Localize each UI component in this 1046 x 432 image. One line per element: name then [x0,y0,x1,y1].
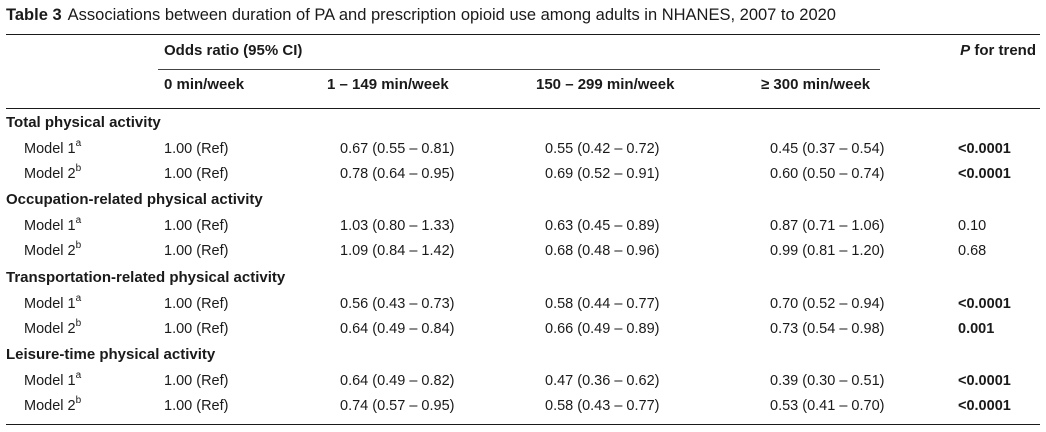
odds-ratio-cell-2: 0.68 (0.48 – 0.96) [545,243,660,259]
table-label: Table 3 [6,6,62,24]
model-label: Model 2b [24,395,82,415]
section-title: Transportation-related physical activity [6,269,286,286]
model-name: Model 1 [24,373,76,389]
odds-ratio-cell-0: 1.00 (Ref) [164,321,229,337]
table-caption: Table 3 Associations between duration of … [6,5,836,25]
model-label: Model 2b [24,318,82,338]
odds-ratio-cell-0: 1.00 (Ref) [164,398,229,414]
odds-ratio-cell-3: 0.70 (0.52 – 0.94) [770,296,885,312]
section-title: Leisure-time physical activity [6,346,216,363]
section-title: Total physical activity [6,114,161,131]
p-for-trend-cell: <0.0001 [958,166,1011,182]
p-for-trend-cell: 0.10 [958,218,987,234]
model-label: Model 2b [24,240,82,260]
table-caption-text: Associations between duration of PA and … [67,6,836,24]
odds-ratio-cell-1: 0.67 (0.55 – 0.81) [340,141,455,157]
odds-ratio-cell-2: 0.47 (0.36 – 0.62) [545,373,660,389]
column-header-0: 0 min/week [164,76,245,93]
odds-ratio-cell-3: 0.39 (0.30 – 0.51) [770,373,885,389]
odds-ratio-cell-1: 1.09 (0.84 – 1.42) [340,243,455,259]
odds-ratio-cell-2: 0.58 (0.44 – 0.77) [545,296,660,312]
top-rule [6,34,1040,35]
bottom-rule [6,424,1040,425]
footnote-marker: a [75,293,82,305]
footnote-marker: a [75,138,82,150]
p-for-trend-cell: <0.0001 [958,296,1011,312]
odds-ratio-cell-1: 0.78 (0.64 – 0.95) [340,166,455,182]
p-for-trend-header: P for trend [960,42,1036,60]
model-label: Model 2b [24,163,82,183]
odds-ratio-cell-2: 0.69 (0.52 – 0.91) [545,166,660,182]
column-header-3: ≥ 300 min/week [761,76,871,93]
odds-ratio-cell-2: 0.63 (0.45 – 0.89) [545,218,660,234]
p-for-trend-cell: 0.001 [958,321,995,337]
odds-ratio-cell-3: 0.45 (0.37 – 0.54) [770,141,885,157]
p-for-trend-cell: <0.0001 [958,373,1011,389]
footnote-marker: b [75,163,82,175]
model-name: Model 2 [24,243,76,259]
odds-ratio-group-header: Odds ratio (95% CI) [164,42,303,59]
odds-ratio-cell-1: 0.64 (0.49 – 0.84) [340,321,455,337]
column-header-1: 1 – 149 min/week [327,76,449,93]
odds-ratio-cell-1: 0.64 (0.49 – 0.82) [340,373,455,389]
p-for-trend-cell: <0.0001 [958,398,1011,414]
model-label: Model 1a [24,215,82,235]
p-for-trend-suffix: for trend [970,42,1036,59]
section-title: Occupation-related physical activity [6,191,263,208]
p-for-trend-cell: <0.0001 [958,141,1011,157]
model-label: Model 1a [24,138,82,158]
odds-ratio-cell-0: 1.00 (Ref) [164,166,229,182]
odds-ratio-cell-1: 0.74 (0.57 – 0.95) [340,398,455,414]
model-name: Model 1 [24,296,76,312]
odds-ratio-cell-3: 0.73 (0.54 – 0.98) [770,321,885,337]
odds-ratio-cell-3: 0.53 (0.41 – 0.70) [770,398,885,414]
odds-ratio-cell-0: 1.00 (Ref) [164,141,229,157]
footnote-marker: a [75,215,82,227]
footnote-marker: b [75,240,82,252]
odds-ratio-cell-1: 0.56 (0.43 – 0.73) [340,296,455,312]
odds-ratio-cell-2: 0.55 (0.42 – 0.72) [545,141,660,157]
column-header-2: 150 – 299 min/week [536,76,675,93]
group-header-underline [158,69,880,70]
model-name: Model 2 [24,166,76,182]
model-label: Model 1a [24,370,82,390]
footnote-marker: a [75,370,82,382]
model-name: Model 2 [24,398,76,414]
model-name: Model 1 [24,141,76,157]
odds-ratio-cell-0: 1.00 (Ref) [164,373,229,389]
odds-ratio-cell-0: 1.00 (Ref) [164,296,229,312]
odds-ratio-cell-0: 1.00 (Ref) [164,243,229,259]
p-symbol: P [960,42,971,59]
p-for-trend-cell: 0.68 [958,243,987,259]
model-name: Model 2 [24,321,76,337]
odds-ratio-cell-3: 0.60 (0.50 – 0.74) [770,166,885,182]
odds-ratio-cell-1: 1.03 (0.80 – 1.33) [340,218,455,234]
footnote-marker: b [75,395,82,407]
model-name: Model 1 [24,218,76,234]
odds-ratio-cell-3: 0.99 (0.81 – 1.20) [770,243,885,259]
odds-ratio-cell-3: 0.87 (0.71 – 1.06) [770,218,885,234]
footnote-marker: b [75,318,82,330]
header-bottom-rule [6,108,1040,109]
model-label: Model 1a [24,293,82,313]
odds-ratio-cell-2: 0.66 (0.49 – 0.89) [545,321,660,337]
odds-ratio-cell-0: 1.00 (Ref) [164,218,229,234]
odds-ratio-cell-2: 0.58 (0.43 – 0.77) [545,398,660,414]
